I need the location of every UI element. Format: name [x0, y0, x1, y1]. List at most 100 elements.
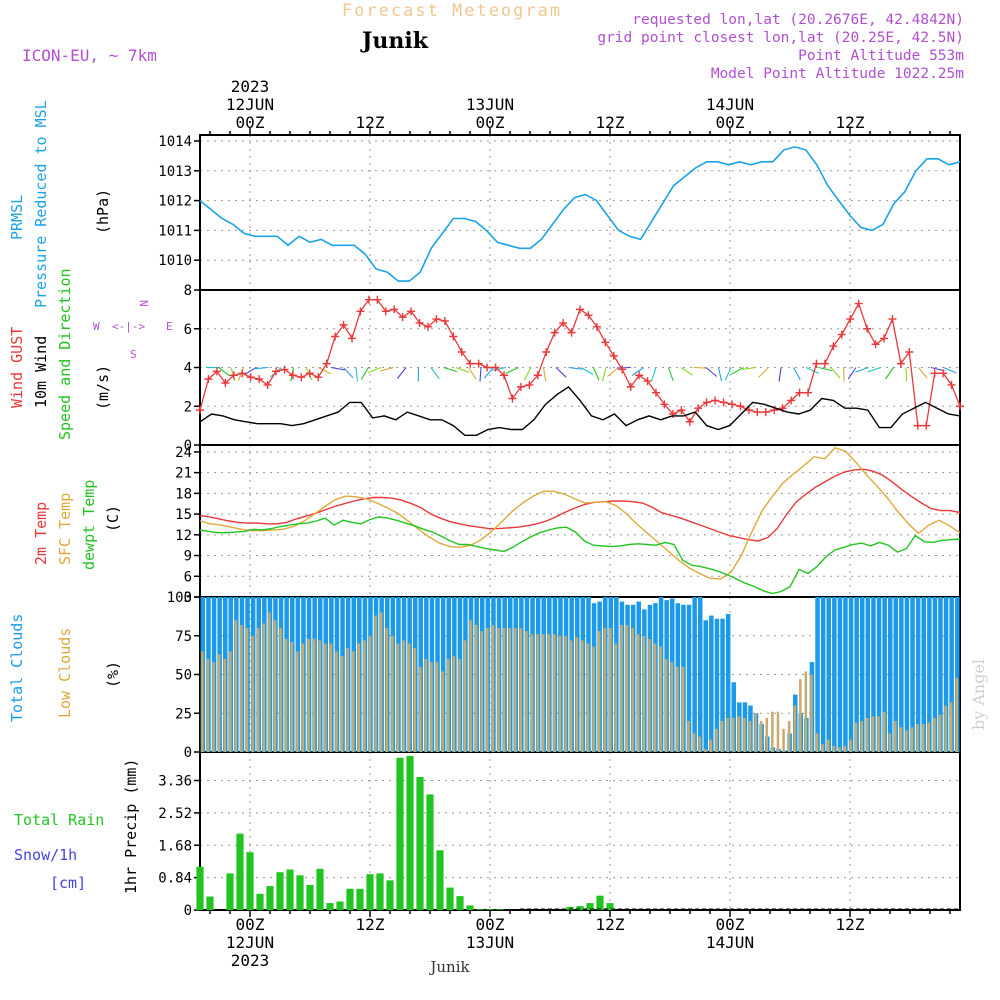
wind-labels: Wind GUST 10m Wind Speed and Direction (…: [8, 268, 173, 440]
gust-marker: [542, 348, 551, 356]
low-cloud-bar: [631, 628, 634, 752]
temp-sfc-line: [199, 446, 961, 580]
rain-bar: [446, 887, 454, 910]
low-cloud-bar: [748, 721, 752, 752]
rain-bar: [196, 866, 204, 910]
total-cloud-bar: [888, 597, 893, 752]
info-model-altitude: Model Point Altitude 1022.25m: [711, 66, 964, 82]
total-cloud-bar: [938, 597, 943, 752]
wind-label-10m: 10m Wind: [32, 336, 50, 408]
wind-direction-arrow: [842, 367, 845, 382]
info-point-altitude: Point Altitude 553m: [798, 48, 964, 64]
gust-marker: [888, 315, 897, 324]
cloud-label-total: Total Clouds: [8, 614, 26, 722]
temp-ylabel: (C): [104, 505, 122, 532]
rain-bar: [286, 869, 294, 910]
total-cloud-bar: [921, 597, 926, 752]
gust-marker: [812, 359, 821, 368]
pressure-labels: PRMSL Pressure Reduced to MSL (hPa): [8, 100, 112, 308]
gust-marker: [576, 305, 584, 314]
low-cloud-bar: [927, 722, 931, 752]
pressure-ylabel: (hPa): [94, 189, 112, 234]
snow-unit-label: [cm]: [50, 874, 86, 892]
low-cloud-bar: [793, 705, 796, 752]
gust-marker: [829, 342, 838, 351]
low-cloud-bar: [536, 634, 539, 752]
gust-marker: [837, 330, 846, 339]
gust-marker: [863, 324, 872, 333]
low-cloud-bar: [737, 716, 741, 752]
wind-direction-arrow: [455, 366, 470, 373]
low-cloud-bar: [849, 739, 852, 752]
wind-direction-arrow: [758, 367, 769, 378]
bottom-time-label: 12Z: [356, 915, 385, 934]
total-cloud-bar: [848, 597, 854, 752]
low-cloud-bar: [888, 733, 891, 752]
y-tick-label: 0.84: [158, 871, 192, 887]
top-time-label: 00Z: [716, 113, 745, 132]
rain-bar: [586, 903, 594, 910]
rain-bar: [266, 886, 274, 910]
compass-s: S: [130, 348, 137, 361]
rain-bar: [346, 888, 354, 910]
gust-marker: [711, 396, 720, 405]
wind-direction-arrow: [568, 366, 583, 370]
wind-speed-line: [199, 385, 961, 436]
bottom-time-label: 00Z: [236, 915, 265, 934]
gust-marker: [584, 311, 593, 320]
total-cloud-bar: [871, 597, 876, 752]
low-cloud-bar: [346, 648, 349, 752]
wind-direction-arrow: [483, 367, 494, 379]
low-cloud-bar: [284, 638, 288, 752]
low-cloud-bar: [832, 745, 836, 752]
gust-marker: [533, 371, 542, 380]
low-cloud-bar: [329, 643, 333, 752]
y-tick-label: 12: [175, 528, 192, 544]
rain-bar: [336, 901, 344, 910]
y-tick-label: 8: [184, 283, 192, 299]
gust-marker: [491, 363, 500, 372]
gust-marker: [483, 363, 492, 372]
low-cloud-bar: [318, 640, 321, 752]
bottom-time-label: 14JUN: [706, 933, 754, 952]
compass-w: W: [93, 320, 100, 333]
cloud-labels: Total Clouds Low Clouds (%): [8, 614, 122, 722]
pressure-line: [199, 146, 961, 282]
gust-marker: [381, 307, 390, 316]
low-cloud-bar: [229, 651, 232, 753]
y-tick-label: 25: [175, 706, 192, 722]
top-time-label: 12Z: [836, 113, 865, 132]
low-cloud-bar: [743, 717, 746, 752]
low-cloud-bar: [558, 635, 562, 753]
top-time-label: 14JUN: [706, 95, 754, 114]
gust-marker: [516, 382, 525, 391]
gust-marker: [212, 367, 221, 376]
bottom-time-label: 00Z: [476, 915, 505, 934]
total-cloud-bar: [932, 597, 938, 752]
wind-direction-arrow: [379, 366, 394, 372]
wind-direction-arrow: [793, 367, 801, 380]
low-cloud-bar: [519, 628, 523, 752]
gust-marker: [364, 295, 373, 304]
wind-direction-arrow: [705, 367, 718, 377]
gust-marker: [804, 388, 812, 397]
y-tick-label: 50: [175, 668, 192, 684]
low-cloud-bar: [201, 651, 204, 753]
low-cloud-bar: [732, 717, 735, 752]
wind-direction-arrow: [607, 367, 619, 377]
gust-marker: [744, 406, 753, 415]
wind-direction-arrow: [602, 367, 607, 382]
low-cloud-bar: [234, 620, 238, 753]
gust-marker: [255, 375, 264, 384]
low-cloud-bar: [715, 728, 718, 753]
low-cloud-bar: [413, 648, 416, 752]
compass-rose: N W E S <-|->: [93, 300, 173, 361]
gust-marker: [559, 318, 568, 327]
low-cloud-bar: [391, 635, 394, 753]
total-cloud-bar: [832, 597, 837, 752]
gust-marker: [314, 373, 323, 382]
rain-bar: [386, 880, 394, 910]
wind-label-gust: Wind GUST: [8, 327, 26, 408]
gust-marker: [525, 380, 534, 389]
low-cloud-bar: [312, 638, 316, 752]
